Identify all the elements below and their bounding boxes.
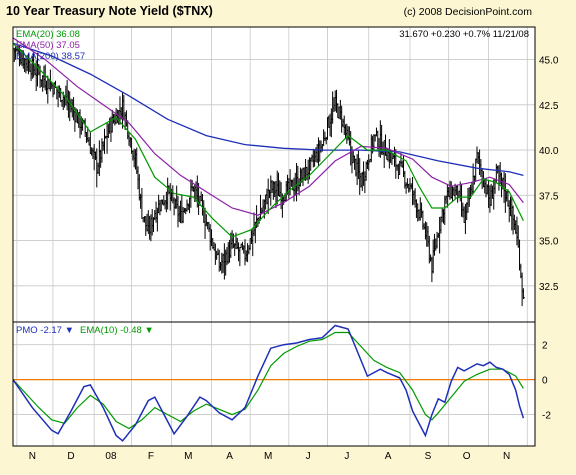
price-y-tick-label: 35.0 — [539, 237, 559, 248]
pmo-y-tick-label: 0 — [542, 376, 548, 387]
price-y-tick-label: 32.5 — [539, 282, 559, 293]
chart-title: 10 Year Treasury Note Yield ($TNX) — [6, 4, 213, 18]
x-tick-label: M — [264, 451, 272, 462]
x-tick-label: J — [306, 451, 311, 462]
pmo-y-tick-label: -2 — [542, 411, 551, 422]
legend-pmo-ema: EMA(10) -0.48 ▼ — [80, 325, 154, 336]
price-y-axis: 45.0 42.5 40.0 37.5 35.0 32.5 — [539, 56, 559, 293]
pmo-panel: 2 0 -2 PMO -2.17 ▼ EMA(10) -0.48 ▼ — [12, 322, 551, 446]
quote-readout: 31.670 +0.230 +0.7% 11/21/08 — [399, 29, 529, 40]
price-panel: 45.0 42.5 40.0 37.5 35.0 32.5 EMA(20) 36.08 E… — [12, 27, 559, 322]
pmo-line — [12, 324, 525, 442]
x-tick-label: A — [385, 451, 392, 462]
price-plot-area — [13, 27, 535, 322]
legend-pmo: PMO -2.17 ▼ — [16, 325, 74, 336]
x-tick-label: D — [67, 451, 74, 462]
x-tick-label: S — [425, 451, 432, 462]
x-tick-label: J — [344, 451, 349, 462]
x-tick-label: N — [503, 451, 510, 462]
ema20-line — [12, 42, 524, 238]
price-y-tick-label: 45.0 — [539, 56, 559, 67]
legend-ema200: EMA(200) 38.57 — [16, 51, 85, 62]
x-tick-label: M — [184, 451, 192, 462]
ema50-line — [12, 37, 524, 216]
price-grid — [13, 27, 535, 322]
price-y-tick-label: 40.0 — [539, 146, 559, 157]
chart-frame — [12, 26, 536, 447]
pmo-y-axis: 2 0 -2 — [542, 341, 551, 422]
x-tick-label: O — [463, 451, 471, 462]
x-tick-label: N — [29, 451, 36, 462]
copyright-text: (c) 2008 DecisionPoint.com — [403, 6, 532, 18]
x-tick-label: F — [148, 451, 154, 462]
ema200-line — [12, 42, 524, 177]
x-tick-label: A — [226, 451, 233, 462]
pmo-plot-area — [13, 322, 535, 446]
pmo-y-tick-label: 2 — [542, 341, 548, 352]
legend-ema20: EMA(20) 36.08 — [16, 29, 80, 40]
price-y-tick-label: 37.5 — [539, 191, 559, 202]
x-tick-label: 08 — [105, 451, 117, 462]
price-y-tick-label: 42.5 — [539, 101, 559, 112]
x-axis: N D 08 F M A M J J A S O N — [29, 451, 511, 462]
legend-ema50: EMA(50) 37.05 — [16, 40, 80, 51]
